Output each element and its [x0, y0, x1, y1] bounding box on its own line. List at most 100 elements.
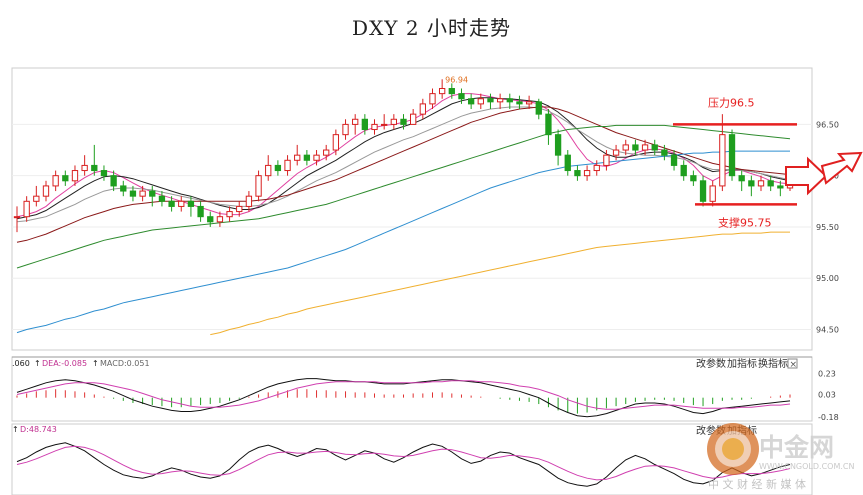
- arrow-right-icon: [785, 156, 828, 196]
- candlesticks: [13, 79, 794, 233]
- candle: [332, 129, 340, 156]
- macd-change-params-button[interactable]: 改参数: [696, 357, 726, 370]
- candle-body: [91, 164, 98, 172]
- candle-body: [100, 170, 108, 177]
- candle-body: [62, 175, 69, 182]
- candle: [120, 180, 127, 197]
- candle: [603, 150, 610, 171]
- candle: [178, 196, 185, 212]
- candle: [641, 139, 649, 156]
- ma-line-long: [210, 231, 790, 336]
- candle: [62, 170, 69, 186]
- candle-body: [390, 118, 397, 125]
- cngold-watermark: 中金网 WWW.CNGOLD.COM.CN 中 文 财 经 新 媒 体: [707, 423, 854, 491]
- candle: [100, 165, 108, 181]
- candle-body: [438, 88, 446, 95]
- candle-body: [458, 93, 465, 100]
- candle-body: [381, 123, 388, 126]
- macd-panel: [11, 356, 813, 422]
- candle: [525, 95, 533, 110]
- candle: [342, 119, 349, 140]
- macd-close-icon: ×: [790, 360, 798, 370]
- macd-add-indicator-button[interactable]: 加指标: [727, 357, 757, 370]
- macd-plot: [16, 378, 791, 418]
- kdj-plot: [16, 442, 791, 487]
- candle: [467, 93, 475, 110]
- watermark-tagline: 中 文 财 经 新 媒 体: [708, 477, 806, 491]
- candle: [149, 185, 156, 207]
- arrow-up-right-icon: [820, 151, 863, 185]
- candle-body: [120, 185, 127, 192]
- candle: [207, 211, 214, 227]
- candle: [400, 114, 407, 130]
- candle: [81, 155, 88, 176]
- candle: [42, 180, 50, 202]
- candle-body: [612, 149, 620, 156]
- candle: [381, 114, 388, 130]
- candle-body: [767, 180, 774, 187]
- candle: [699, 175, 707, 207]
- candle: [313, 150, 320, 166]
- candle: [352, 114, 359, 135]
- candle-body: [777, 185, 784, 189]
- candle: [274, 160, 282, 176]
- candle-body: [448, 88, 455, 95]
- kdj-d-line: [16, 445, 791, 481]
- candle: [670, 150, 678, 171]
- candle: [303, 150, 311, 166]
- candle-body: [236, 205, 243, 213]
- ma-line-5: [16, 150, 790, 334]
- macd-switch-indicator-button[interactable]: 换指标: [758, 357, 788, 370]
- candle-body: [487, 98, 494, 103]
- candle: [506, 93, 513, 110]
- candle-body: [33, 195, 40, 202]
- candle: [226, 206, 233, 222]
- candle: [284, 155, 291, 176]
- candle-body: [361, 118, 369, 131]
- dea-arrow-icon: ↑: [92, 359, 99, 368]
- candle-body: [719, 134, 726, 187]
- candle: [33, 185, 40, 207]
- candle-body: [603, 154, 610, 166]
- candle: [216, 211, 224, 227]
- kdj-k-line: [16, 442, 791, 487]
- candle-body: [690, 175, 697, 182]
- candle: [487, 93, 494, 110]
- candle-body: [313, 154, 320, 161]
- candle: [632, 139, 639, 156]
- macd-value-label: MACD:0.051: [100, 359, 150, 368]
- candle-body: [294, 154, 301, 161]
- candle: [197, 201, 204, 222]
- high-label: 96.94: [445, 75, 468, 84]
- candle-body: [574, 170, 581, 177]
- candle-body: [178, 200, 185, 207]
- candle: [158, 191, 166, 207]
- kdj-panel: [11, 423, 813, 495]
- candle: [622, 139, 629, 156]
- candle-body: [274, 164, 282, 172]
- candle: [545, 109, 552, 145]
- candle: [371, 119, 378, 135]
- candle-body: [187, 200, 195, 207]
- ma-line-4: [16, 124, 791, 269]
- support-label: 支撑95.75: [718, 215, 772, 229]
- candle-body: [632, 144, 639, 151]
- candle: [13, 206, 21, 233]
- chart-title: DXY 2 小时走势: [352, 16, 511, 40]
- kdj-legend: ↑ D:48.743: [12, 425, 57, 434]
- candle-body: [593, 164, 600, 172]
- macd-tick-label: 0.23: [818, 369, 836, 378]
- y-tick-label: 94.50: [816, 325, 839, 334]
- macd-close-button[interactable]: [787, 358, 798, 369]
- macd-axis: 0.23 0.03 -0.18: [818, 369, 839, 421]
- watermark-name: 中金网: [759, 433, 834, 462]
- candle: [748, 175, 755, 197]
- candle-body: [303, 154, 311, 161]
- candle-body: [525, 101, 533, 105]
- candle: [52, 170, 59, 192]
- y-tick-label: 95.00: [816, 274, 839, 283]
- ma-line-3: [16, 106, 791, 243]
- candle: [255, 170, 262, 202]
